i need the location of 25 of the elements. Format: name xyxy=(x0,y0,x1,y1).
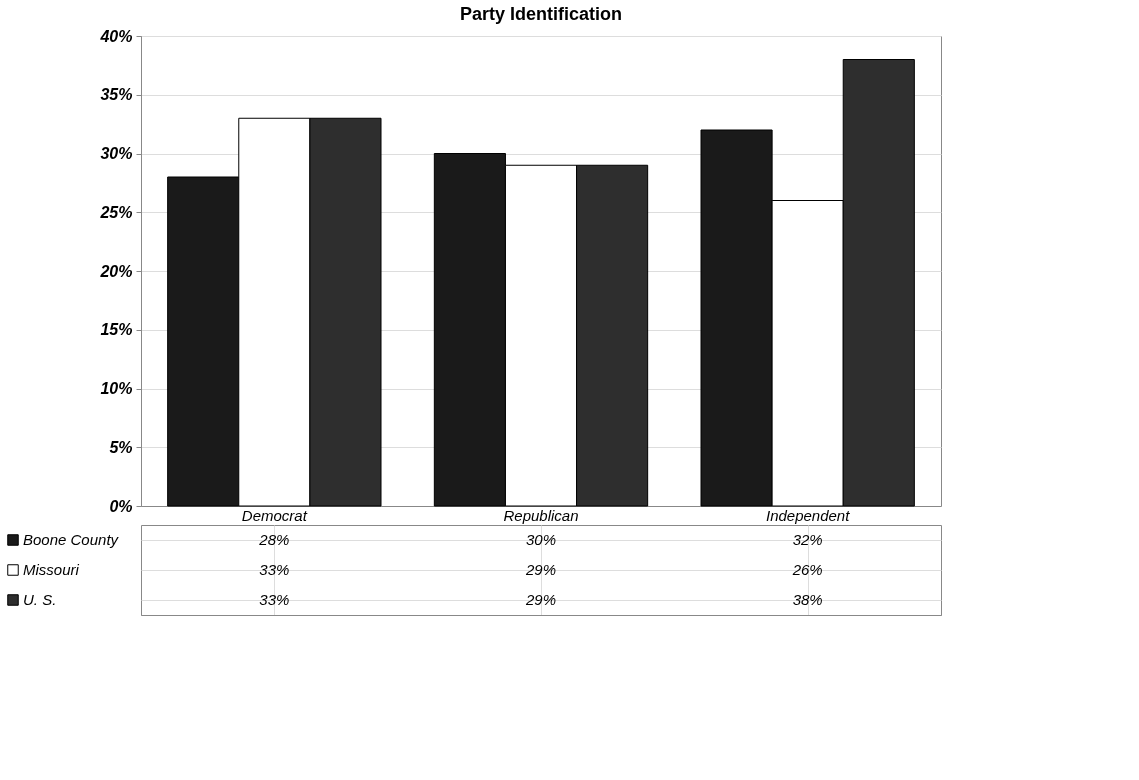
chart-title: Party Identification xyxy=(459,4,623,24)
x-tick-label: Republican xyxy=(503,506,579,524)
data-label: 28% xyxy=(258,531,290,548)
y-tick-label: 35% xyxy=(100,86,133,104)
y-tick-label: 40% xyxy=(99,27,133,45)
data-label: 30% xyxy=(525,531,557,548)
x-tick-label: Democrat xyxy=(241,506,308,524)
data-label: 33% xyxy=(259,561,290,578)
data-label: 33% xyxy=(259,591,290,608)
legend-label: Boone County xyxy=(23,531,120,548)
y-tick-label: 15% xyxy=(100,321,133,339)
data-label: 29% xyxy=(524,561,557,578)
x-tick-label: Independent xyxy=(765,506,851,524)
y-tick-label: 20% xyxy=(99,262,133,280)
data-label: 32% xyxy=(792,531,823,548)
y-tick-label: 30% xyxy=(100,145,133,162)
y-tick-label: 5% xyxy=(109,438,133,456)
legend-label: Missouri xyxy=(23,561,80,578)
y-tick-label: 0% xyxy=(109,497,133,515)
y-tick-label: 10% xyxy=(100,380,133,397)
data-label: 26% xyxy=(791,561,823,578)
legend-label: U. S. xyxy=(23,591,57,608)
data-label: 29% xyxy=(524,591,557,608)
data-label: 38% xyxy=(792,591,823,608)
y-tick-label: 25% xyxy=(99,203,133,221)
